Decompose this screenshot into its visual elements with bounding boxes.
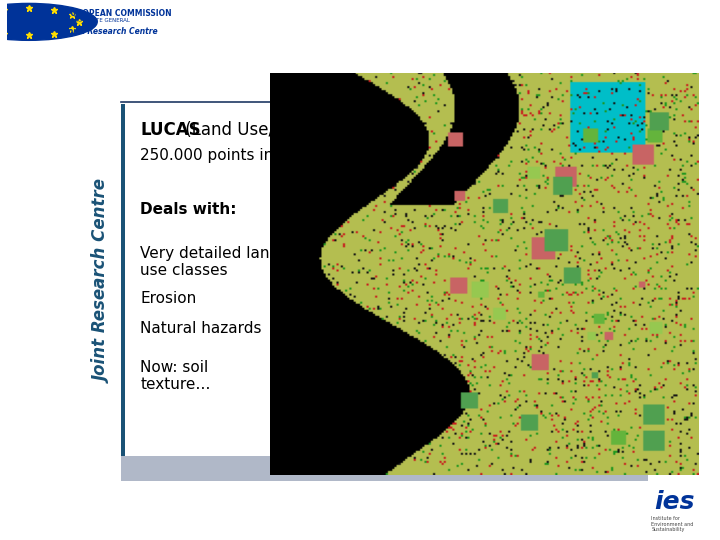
Text: LUCAS: LUCAS — [140, 121, 201, 139]
Text: Deals with:: Deals with: — [140, 202, 237, 217]
Text: ies: ies — [654, 490, 695, 514]
Text: 21: 21 — [573, 460, 589, 472]
Bar — [121, 104, 125, 456]
Text: Now: soil
texture…: Now: soil texture… — [140, 360, 211, 393]
Circle shape — [0, 3, 97, 40]
Text: Profiles & measurements: Profiles & measurements — [405, 84, 631, 102]
Text: Joint Research Centre: Joint Research Centre — [65, 26, 158, 36]
Text: Institute for
Environment and
Sustainability: Institute for Environment and Sustainabi… — [652, 516, 693, 532]
Text: EUROPEAN COMMISSION: EUROPEAN COMMISSION — [65, 9, 171, 18]
Text: JRC Ispra - IES: JRC Ispra - IES — [140, 460, 228, 472]
Text: 250.000 points in 2005: 250.000 points in 2005 — [140, 148, 317, 163]
Text: Natural hazards: Natural hazards — [140, 321, 262, 335]
Bar — [121, 456, 648, 481]
Text: DIRECTORATE GENERAL: DIRECTORATE GENERAL — [65, 18, 130, 23]
Text: Erosion: Erosion — [140, 292, 197, 306]
Text: (Land Use/Cover Area frame Survey): (Land Use/Cover Area frame Survey) — [181, 121, 491, 139]
Text: Very detailed land
use classes: Very detailed land use classes — [140, 246, 279, 278]
Text: Joint Research Centre: Joint Research Centre — [94, 179, 112, 382]
